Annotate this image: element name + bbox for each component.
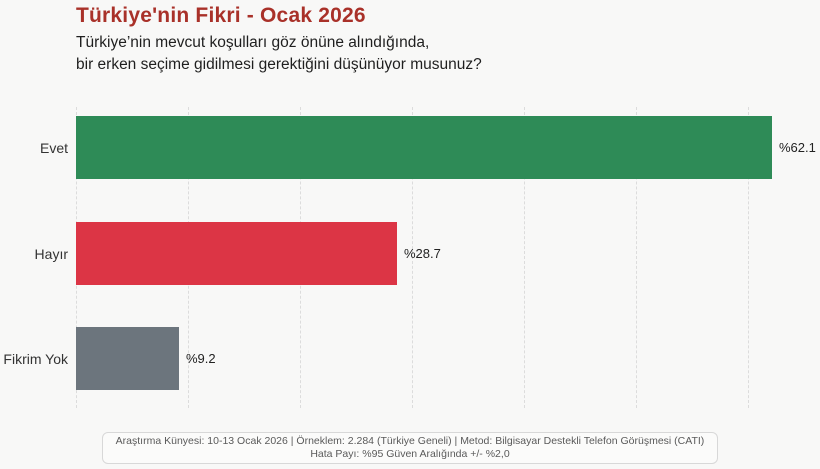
methodology-line2: Hata Payı: %95 Güven Aralığında +/- %2,0 <box>310 448 510 460</box>
bar-0 <box>76 116 772 179</box>
methodology-line1: Araştırma Künyesi: 10-13 Ocak 2026 | Örn… <box>115 435 705 447</box>
value-label-1: %28.7 <box>404 246 441 261</box>
gridline-30 <box>412 107 413 408</box>
methodology-box: Araştırma Künyesi: 10-13 Ocak 2026 | Örn… <box>101 432 719 464</box>
bar-2 <box>76 327 179 390</box>
bar-1 <box>76 222 397 285</box>
gridline-50 <box>636 107 637 408</box>
chart-subtitle-line1: Türkiye’nin mevcut koşulları göz önüne a… <box>76 34 430 51</box>
category-label-1: Hayır <box>34 246 68 262</box>
gridline-40 <box>524 107 525 408</box>
gridline-60 <box>748 107 749 408</box>
category-label-2: Fikrim Yok <box>3 351 68 367</box>
chart-subtitle-line2: bir erken seçime gidilmesi gerektiğini d… <box>76 56 482 73</box>
value-label-2: %9.2 <box>186 351 216 366</box>
chart-subtitle: Türkiye’nin mevcut koşulları göz önüne a… <box>76 32 482 76</box>
category-label-0: Evet <box>39 140 68 156</box>
chart-title: Türkiye'nin Fikri - Ocak 2026 <box>76 4 366 27</box>
value-label-0: %62.1 <box>779 140 816 155</box>
footer: Araştırma Künyesi: 10-13 Ocak 2026 | Örn… <box>0 432 820 464</box>
